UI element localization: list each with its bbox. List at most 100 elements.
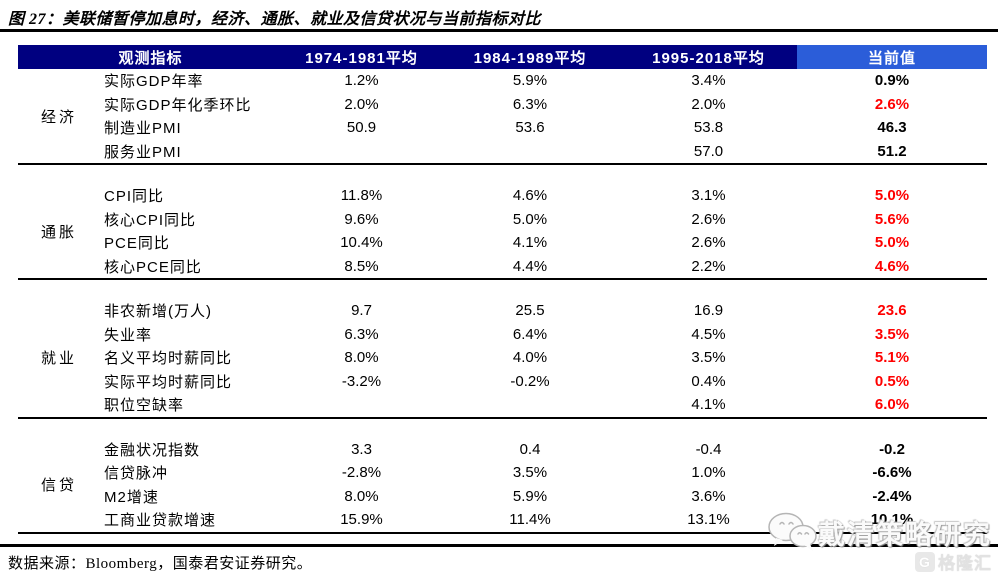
value-1995-2018: 2.6%: [691, 210, 726, 228]
table-header-row: 观测指标 1974-1981平均 1984-1989平均 1995-2018平均…: [18, 45, 987, 69]
value-1995-2018: 4.1%: [691, 396, 726, 414]
top-divider: [0, 29, 998, 32]
value-1984-1989: 5.0%: [512, 210, 548, 228]
column-header-1995-2018: 1995-2018平均: [652, 49, 765, 67]
value-1995-2018: 3.1%: [691, 187, 726, 205]
value-current: 5.1%: [874, 349, 910, 367]
value-1974-1981: 8.0%: [344, 349, 379, 367]
value-current: 6.0%: [874, 396, 910, 414]
value-current: 4.6%: [874, 257, 910, 275]
value-current: 0.9%: [874, 72, 910, 90]
value-1984-1989: 6.3%: [512, 95, 548, 113]
value-1984-1989: 4.4%: [512, 257, 548, 275]
value-current: -0.2: [879, 440, 905, 458]
value-1995-2018: 16.9: [693, 302, 724, 320]
value-1974-1981: 8.0%: [344, 487, 379, 505]
value-1984-1989: 5.9%: [512, 72, 548, 90]
indicator-label: 服务业PMI: [104, 143, 182, 161]
value-1974-1981: 6.3%: [344, 325, 379, 343]
indicator-label: 非农新增(万人): [104, 303, 212, 321]
table-section: 就业 非农新增(万人) 9.7 25.5 16.9 23.6 失业率 6.3% 6.4% 4.5%…: [18, 280, 987, 419]
value-1974-1981: 9.7: [351, 302, 372, 320]
value-1984-1989: 0.4: [519, 440, 541, 458]
value-1995-2018: 4.5%: [691, 325, 726, 343]
indicator-label: 信贷脉冲: [104, 465, 169, 483]
table-section: 经济 实际GDP年率 1.2% 5.9% 3.4% 0.9% 实际GDP年化季环比 2.0% 6…: [18, 69, 987, 165]
value-current: 10.1%: [870, 511, 914, 529]
value-1974-1981: -3.2%: [341, 372, 382, 390]
value-1974-1981: 8.5%: [344, 257, 379, 275]
value-1995-2018: 0.4%: [691, 372, 726, 390]
value-1974-1981: 11.8%: [340, 187, 383, 205]
indicator-label: 名义平均时薪同比: [104, 350, 233, 368]
table-section: 信贷 金融状况指数 3.3 0.4 -0.4 -0.2 信贷脉冲 -2.8% 3.5% 1.0% -…: [18, 419, 987, 534]
value-1995-2018: -0.4: [695, 440, 722, 458]
value-current: 23.6: [877, 302, 907, 320]
value-1995-2018: 57.0: [693, 142, 724, 160]
value-1984-1989: 3.5%: [512, 464, 548, 482]
value-1995-2018: 53.8: [693, 119, 724, 137]
value-1995-2018: 2.0%: [691, 95, 726, 113]
value-1984-1989: [440, 140, 620, 164]
column-header-1984-1989: 1984-1989平均: [473, 49, 587, 67]
column-header-current-value: 当前值: [797, 45, 987, 69]
value-1984-1989: 5.9%: [512, 487, 548, 505]
indicator-label: 失业率: [104, 326, 153, 344]
category-label: 通胀: [40, 223, 77, 241]
category-label: 就业: [40, 350, 77, 368]
value-1974-1981: 50.9: [346, 119, 377, 137]
category-label: 经济: [40, 108, 77, 126]
value-1995-2018: 3.4%: [691, 72, 726, 90]
value-1974-1981: 10.4%: [340, 234, 383, 252]
indicator-label: PCE同比: [104, 235, 170, 253]
value-1984-1989: 6.4%: [512, 325, 548, 343]
value-1984-1989: -0.2%: [510, 372, 550, 390]
indicator-label: CPI同比: [104, 188, 165, 206]
category-label: 信贷: [40, 477, 77, 494]
value-1995-2018: 13.1%: [687, 511, 730, 529]
value-1984-1989: 25.5: [515, 302, 545, 320]
value-current: -2.4%: [872, 487, 912, 505]
column-header-1974-1981: 1974-1981平均: [305, 49, 418, 67]
indicator-label: 职位空缺率: [104, 397, 185, 415]
value-1974-1981: [283, 140, 440, 164]
value-1974-1981: [283, 393, 440, 417]
value-1995-2018: 3.6%: [691, 487, 726, 505]
value-1974-1981: 2.0%: [344, 95, 379, 113]
gelonghui-logo-text: 格隆汇: [938, 554, 992, 573]
value-1995-2018: 3.5%: [691, 349, 726, 367]
value-1974-1981: 3.3: [351, 440, 372, 458]
indicator-label: M2增速: [104, 488, 159, 506]
value-1984-1989: 11.4%: [509, 511, 551, 529]
bottom-divider: [0, 544, 998, 547]
value-current: 5.0%: [874, 234, 910, 252]
figure-title: 图 27：美联储暂停加息时，经济、通胀、就业及信贷状况与当前指标对比: [8, 11, 542, 28]
value-1995-2018: 2.2%: [691, 257, 726, 275]
indicator-label: 实际平均时薪同比: [104, 373, 233, 391]
column-header-indicator: 观测指标: [118, 49, 183, 67]
value-1984-1989: [440, 393, 620, 417]
value-1984-1989: 53.6: [515, 119, 545, 137]
table-section: 通胀 CPI同比 11.8% 4.6% 3.1% 5.0% 核心CPI同比 9.6% 5.0% 2…: [18, 165, 987, 280]
value-1984-1989: 4.1%: [512, 234, 548, 252]
value-current: 0.5%: [874, 372, 910, 390]
indicator-label: 核心CPI同比: [104, 211, 197, 229]
indicator-label: 金融状况指数: [104, 441, 201, 459]
value-1974-1981: 15.9%: [340, 511, 383, 529]
indicator-label: 核心PCE同比: [104, 258, 202, 276]
indicator-label: 工商业贷款增速: [104, 512, 217, 530]
gelonghui-logo: G 格隆汇: [915, 549, 992, 574]
value-1995-2018: 2.6%: [691, 234, 726, 252]
value-current: 2.6%: [874, 95, 910, 113]
value-current: 3.5%: [874, 325, 910, 343]
indicator-table: 观测指标 1974-1981平均 1984-1989平均 1995-2018平均…: [18, 45, 987, 534]
table-body: 经济 实际GDP年率 1.2% 5.9% 3.4% 0.9% 实际GDP年化季环比 2.0% 6…: [18, 69, 987, 534]
value-current: 5.6%: [874, 210, 910, 228]
indicator-label: 实际GDP年率: [104, 73, 204, 91]
value-1984-1989: 4.0%: [512, 349, 548, 367]
value-current: 51.2: [877, 142, 907, 160]
value-1974-1981: 9.6%: [344, 210, 379, 228]
indicator-label: 制造业PMI: [104, 120, 182, 138]
value-current: -6.6%: [872, 464, 912, 482]
value-current: 5.0%: [874, 187, 910, 205]
